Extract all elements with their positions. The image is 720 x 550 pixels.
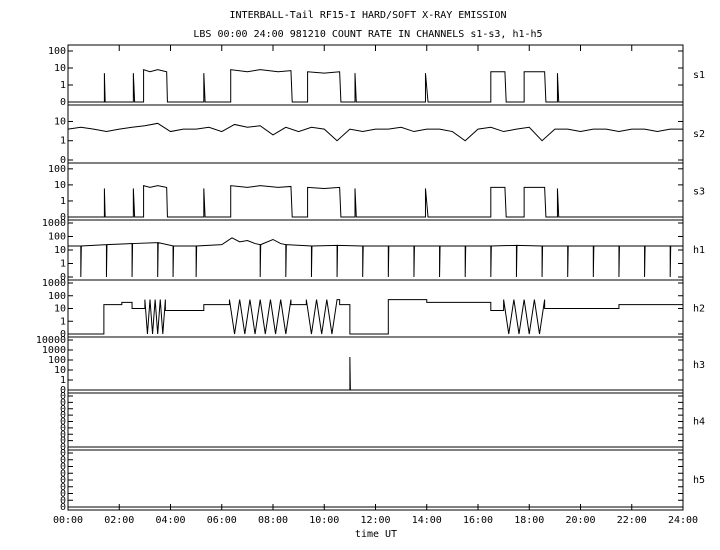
y-tick-label: 0 xyxy=(60,385,66,396)
y-tick-label: 1000 xyxy=(42,345,66,356)
y-tick-label: 1 xyxy=(60,375,66,386)
x-tick-label: 10:00 xyxy=(309,515,339,526)
y-tick-label: 10 xyxy=(54,245,66,256)
x-tick-label: 08:00 xyxy=(258,515,288,526)
panel-label: s2 xyxy=(693,129,705,140)
y-tick-label: 0 xyxy=(60,475,66,486)
y-tick-label: 0 xyxy=(60,436,66,447)
x-tick-label: 22:00 xyxy=(617,515,647,526)
y-tick-label: 1 xyxy=(60,259,66,270)
y-tick-label: 10000 xyxy=(36,335,66,346)
y-tick-label: 1 xyxy=(60,316,66,327)
x-tick-label: 06:00 xyxy=(207,515,237,526)
series-line xyxy=(68,184,683,218)
y-tick-label: 1 xyxy=(60,80,66,91)
panel-label: h2 xyxy=(693,304,705,315)
y-tick-label: 0 xyxy=(60,489,66,500)
x-tick-label: 20:00 xyxy=(565,515,595,526)
series-line xyxy=(68,237,683,278)
y-tick-label: 0 xyxy=(60,502,66,513)
panel-label: s3 xyxy=(693,187,705,198)
y-tick-label: 10 xyxy=(54,116,66,127)
y-tick-label: 0 xyxy=(60,495,66,506)
y-tick-label: 100 xyxy=(48,355,66,366)
series-line xyxy=(68,299,683,335)
y-tick-label: 1 xyxy=(60,136,66,147)
y-tick-label: 100 xyxy=(48,46,66,57)
panel-label: h3 xyxy=(693,360,705,371)
y-tick-label: 100 xyxy=(48,164,66,175)
series-line xyxy=(68,68,683,103)
x-tick-label: 14:00 xyxy=(412,515,442,526)
x-tick-label: 16:00 xyxy=(463,515,493,526)
panel-label: h4 xyxy=(693,417,705,428)
y-tick-label: 0 xyxy=(60,397,66,408)
y-tick-label: 0 xyxy=(60,423,66,434)
x-tick-label: 18:00 xyxy=(514,515,544,526)
series-line xyxy=(68,356,683,391)
y-tick-label: 100 xyxy=(48,291,66,302)
y-tick-label: 0 xyxy=(60,468,66,479)
title: INTERBALL-Tail RF15-I HARD/SOFT X-RAY EM… xyxy=(230,10,507,21)
y-tick-label: 0 xyxy=(60,442,66,453)
series-line xyxy=(67,122,683,142)
x-axis-label: time UT xyxy=(355,529,397,540)
y-tick-label: 1000 xyxy=(42,218,66,229)
y-tick-label: 0 xyxy=(60,429,66,440)
x-tick-label: 04:00 xyxy=(155,515,185,526)
y-tick-label: 100 xyxy=(48,232,66,243)
y-tick-label: 0 xyxy=(60,212,66,223)
x-tick-label: 02:00 xyxy=(104,515,134,526)
y-tick-label: 0 xyxy=(60,448,66,459)
y-tick-label: 10 xyxy=(54,365,66,376)
y-tick-label: 10 xyxy=(54,63,66,74)
y-tick-label: 0 xyxy=(60,482,66,493)
panel-label: s1 xyxy=(693,70,705,81)
y-tick-label: 0 xyxy=(60,455,66,466)
panel-label: h1 xyxy=(693,245,705,256)
x-tick-label: 00:00 xyxy=(53,515,83,526)
y-tick-label: 0 xyxy=(60,155,66,166)
panel-label: h5 xyxy=(693,475,705,486)
y-tick-label: 0 xyxy=(60,97,66,108)
x-tick-label: 12:00 xyxy=(360,515,390,526)
y-tick-label: 0 xyxy=(60,417,66,428)
x-tick-label: 24:00 xyxy=(668,515,698,526)
y-tick-label: 0 xyxy=(60,272,66,283)
y-tick-label: 1000 xyxy=(42,278,66,289)
y-tick-label: 0 xyxy=(60,329,66,340)
y-tick-label: 10 xyxy=(54,304,66,315)
y-tick-label: 0 xyxy=(60,462,66,473)
y-tick-label: 1 xyxy=(60,196,66,207)
y-tick-label: 0 xyxy=(60,404,66,415)
subtitle: LBS 00:00 24:00 981210 COUNT RATE IN CHA… xyxy=(193,29,542,40)
y-tick-label: 10 xyxy=(54,180,66,191)
y-tick-label: 0 xyxy=(60,410,66,421)
y-tick-label: 0 xyxy=(60,391,66,402)
